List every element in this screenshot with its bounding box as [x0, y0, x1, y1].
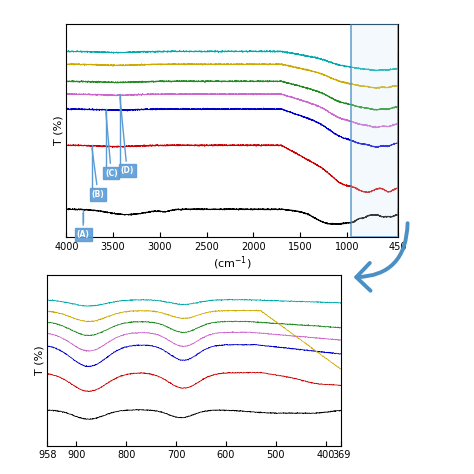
Text: (D): (D): [120, 97, 134, 175]
Bar: [351, 24, 398, 237]
Y-axis label: T (%): T (%): [35, 346, 45, 375]
Text: (a): (a): [224, 287, 241, 300]
Text: (C): (C): [105, 112, 118, 177]
Text: (A): (A): [77, 213, 90, 239]
X-axis label: (cm$^{-1}$): (cm$^{-1}$): [213, 255, 252, 272]
Bar: [351, 24, 398, 237]
Y-axis label: T (%): T (%): [54, 116, 64, 145]
Text: (B): (B): [92, 148, 104, 199]
